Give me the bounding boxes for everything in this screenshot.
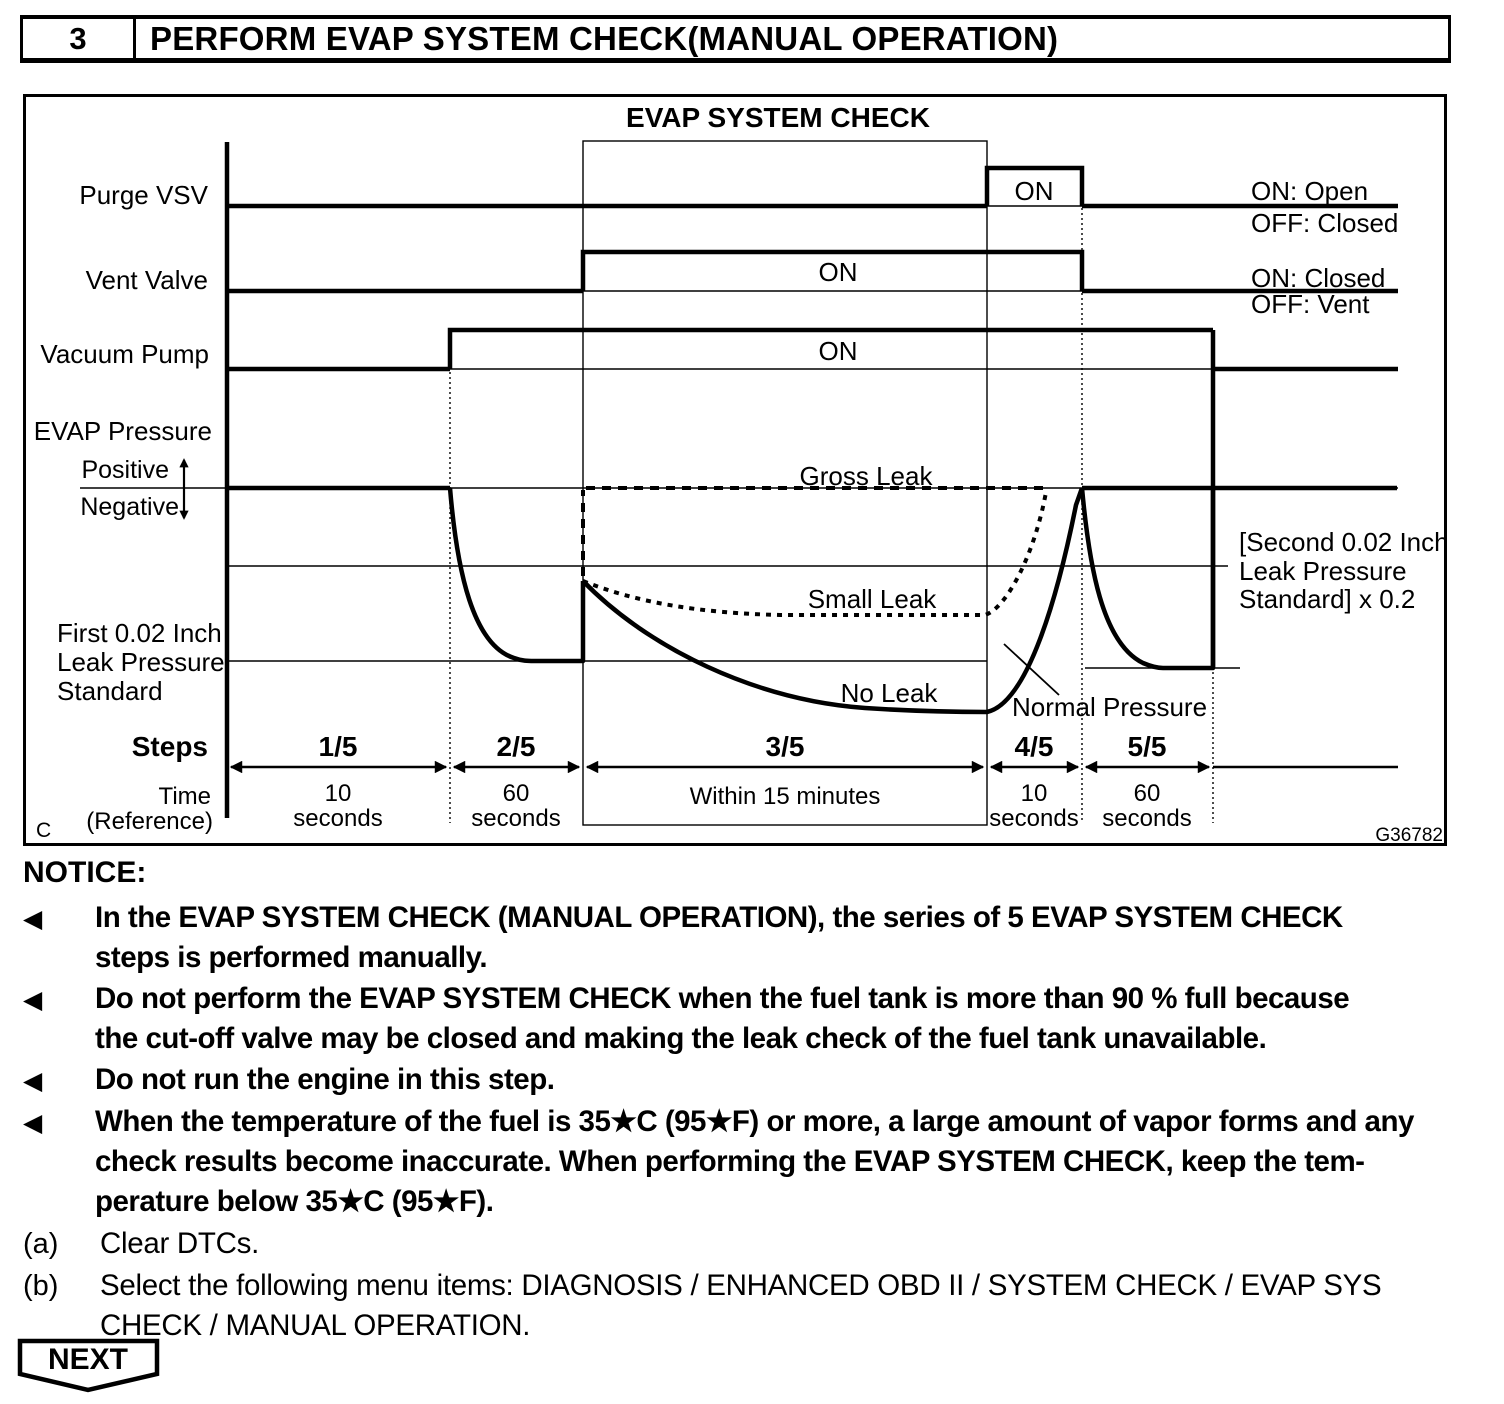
bullet-triangle-icon: ◀ bbox=[23, 1067, 43, 1095]
vent-valve-trace bbox=[227, 249, 1398, 294]
normal-pressure-pointer-line bbox=[1003, 643, 1060, 696]
svg-text:seconds: seconds bbox=[1102, 805, 1191, 832]
first-standard-label: First 0.02 Inch Leak Pressure Standard bbox=[57, 618, 225, 706]
svg-text:seconds: seconds bbox=[471, 805, 560, 832]
svg-text:[Second 0.02 Inch: [Second 0.02 Inch bbox=[1239, 527, 1449, 557]
vacuum-pump-trace bbox=[227, 327, 1398, 668]
no-leak-curve bbox=[227, 485, 1397, 715]
time-row-label: Time bbox=[159, 783, 211, 810]
no-leak-label: No Leak bbox=[841, 678, 939, 708]
notice-item: ◀ In the EVAP SYSTEM CHECK (MANUAL OPERA… bbox=[23, 898, 1485, 978]
step-boundary-guides bbox=[449, 140, 1214, 826]
bullet-triangle-icon: ◀ bbox=[23, 986, 43, 1014]
small-leak-label: Small Leak bbox=[808, 584, 938, 614]
gross-leak-label: Gross Leak bbox=[800, 461, 934, 491]
bullet-triangle-icon: ◀ bbox=[23, 905, 43, 933]
notice-line: check results become inaccurate. When pe… bbox=[95, 1145, 1365, 1178]
small-leak-curve bbox=[582, 491, 1048, 617]
diagram-title: EVAP SYSTEM CHECK bbox=[626, 102, 930, 133]
purge-legend-off: OFF: Closed bbox=[1251, 208, 1398, 238]
vent-valve-label: Vent Valve bbox=[86, 265, 208, 295]
svg-text:10: 10 bbox=[1021, 780, 1048, 807]
procedure-step: (a) Clear DTCs. bbox=[23, 1224, 1485, 1264]
positive-label: Positive bbox=[81, 456, 169, 484]
procedure-line: Clear DTCs. bbox=[100, 1227, 259, 1260]
step-number: 3 bbox=[23, 19, 136, 58]
evap-pressure-label: EVAP Pressure bbox=[34, 416, 212, 446]
svg-text:Standard] x 0.2: Standard] x 0.2 bbox=[1239, 584, 1415, 614]
vacuum-pump-label: Vacuum Pump bbox=[40, 339, 209, 369]
svg-text:Standard: Standard bbox=[57, 676, 163, 706]
procedure-step-text: Clear DTCs. bbox=[100, 1224, 259, 1264]
notice-line: perature below 35★C (95★F). bbox=[95, 1185, 494, 1218]
diagram-frame bbox=[23, 94, 1447, 846]
purge-vsv-trace bbox=[227, 165, 1398, 209]
svg-text:Within 15 minutes: Within 15 minutes bbox=[690, 783, 881, 810]
svg-text:4/5: 4/5 bbox=[1015, 731, 1054, 762]
notice-line: steps is performed manually. bbox=[95, 941, 488, 974]
svg-text:First 0.02 Inch: First 0.02 Inch bbox=[57, 618, 222, 648]
notice-item-text: When the temperature of the fuel is 35★C… bbox=[95, 1102, 1414, 1222]
notice-item-text: Do not run the engine in this step. bbox=[95, 1060, 555, 1101]
notice-line: Do not perform the EVAP SYSTEM CHECK whe… bbox=[95, 982, 1350, 1015]
step-title: PERFORM EVAP SYSTEM CHECK(MANUAL OPERATI… bbox=[150, 19, 1059, 57]
procedure-step-marker: (a) bbox=[23, 1228, 59, 1260]
vacuum-pump-on-label: ON bbox=[819, 336, 858, 366]
svg-text:seconds: seconds bbox=[293, 805, 382, 832]
procedure-step-text: Select the following menu items: DIAGNOS… bbox=[100, 1266, 1382, 1346]
notice-item: ◀ When the temperature of the fuel is 35… bbox=[23, 1102, 1485, 1222]
next-button-label[interactable]: NEXT bbox=[48, 1343, 128, 1376]
svg-text:2/5: 2/5 bbox=[497, 731, 536, 762]
pressure-reference-lines bbox=[80, 487, 1398, 669]
notice-line: When the temperature of the fuel is 35★C… bbox=[95, 1105, 1414, 1138]
svg-text:Leak Pressure: Leak Pressure bbox=[1239, 556, 1407, 586]
svg-text:60: 60 bbox=[503, 780, 530, 807]
purge-vsv-label: Purge VSV bbox=[79, 180, 208, 210]
normal-pressure-label: Normal Pressure bbox=[1012, 692, 1207, 722]
notice-item: ◀ Do not run the engine in this step. bbox=[23, 1060, 1485, 1101]
notice-item-text: In the EVAP SYSTEM CHECK (MANUAL OPERATI… bbox=[95, 898, 1343, 978]
vent-legend-on: ON: Closed bbox=[1251, 263, 1385, 293]
svg-text:Leak Pressure: Leak Pressure bbox=[57, 647, 225, 677]
notice-line: In the EVAP SYSTEM CHECK (MANUAL OPERATI… bbox=[95, 901, 1343, 934]
step-header-bar: 3 PERFORM EVAP SYSTEM CHECK(MANUAL OPERA… bbox=[20, 15, 1451, 63]
procedure-line: CHECK / MANUAL OPERATION. bbox=[100, 1309, 531, 1342]
svg-text:5/5: 5/5 bbox=[1128, 731, 1167, 762]
next-button[interactable]: NEXT bbox=[16, 1338, 162, 1399]
procedure-step: (b) Select the following menu items: DIA… bbox=[23, 1266, 1485, 1346]
vent-legend-off: OFF: Vent bbox=[1251, 289, 1370, 319]
notice-item: ◀ Do not perform the EVAP SYSTEM CHECK w… bbox=[23, 979, 1485, 1059]
svg-text:60: 60 bbox=[1134, 780, 1161, 807]
notice-line: Do not run the engine in this step. bbox=[95, 1063, 555, 1096]
time-reference-label: (Reference) bbox=[86, 808, 213, 835]
notice-item-text: Do not perform the EVAP SYSTEM CHECK whe… bbox=[95, 979, 1350, 1059]
svg-text:seconds: seconds bbox=[989, 805, 1078, 832]
vent-valve-on-label: ON bbox=[819, 257, 858, 287]
svg-text:3/5: 3/5 bbox=[766, 731, 805, 762]
next-button-shape[interactable] bbox=[17, 1338, 160, 1393]
second-standard-label: [Second 0.02 Inch Leak Pressure Standard… bbox=[1239, 527, 1449, 614]
procedure-step-marker: (b) bbox=[23, 1270, 59, 1302]
step-time-labels: 10 seconds 60 seconds Within 15 minutes … bbox=[293, 780, 1191, 832]
notice-line: the cut-off valve may be closed and maki… bbox=[95, 1022, 1267, 1055]
notice-section: NOTICE: ◀ In the EVAP SYSTEM CHECK (MANU… bbox=[23, 856, 1485, 1346]
evap-timing-diagram: EVAP SYSTEM CHECK Purge VSV Vent Valve V… bbox=[23, 94, 1449, 846]
procedure-line: Select the following menu items: DIAGNOS… bbox=[100, 1269, 1382, 1302]
corner-mark: C bbox=[36, 819, 51, 842]
svg-text:10: 10 bbox=[325, 780, 352, 807]
purge-legend-on: ON: Open bbox=[1251, 176, 1368, 206]
gross-leak-curve bbox=[581, 486, 1046, 576]
bullet-triangle-icon: ◀ bbox=[23, 1109, 43, 1137]
svg-text:1/5: 1/5 bbox=[319, 731, 358, 762]
notice-heading: NOTICE: bbox=[23, 856, 147, 889]
negative-label: Negative bbox=[80, 493, 179, 521]
steps-row-label: Steps bbox=[132, 731, 208, 762]
figure-code: G36782 bbox=[1375, 825, 1443, 846]
step-fraction-labels: 1/5 2/5 3/5 4/5 5/5 bbox=[319, 731, 1167, 762]
purge-vsv-on-label: ON bbox=[1015, 176, 1054, 206]
